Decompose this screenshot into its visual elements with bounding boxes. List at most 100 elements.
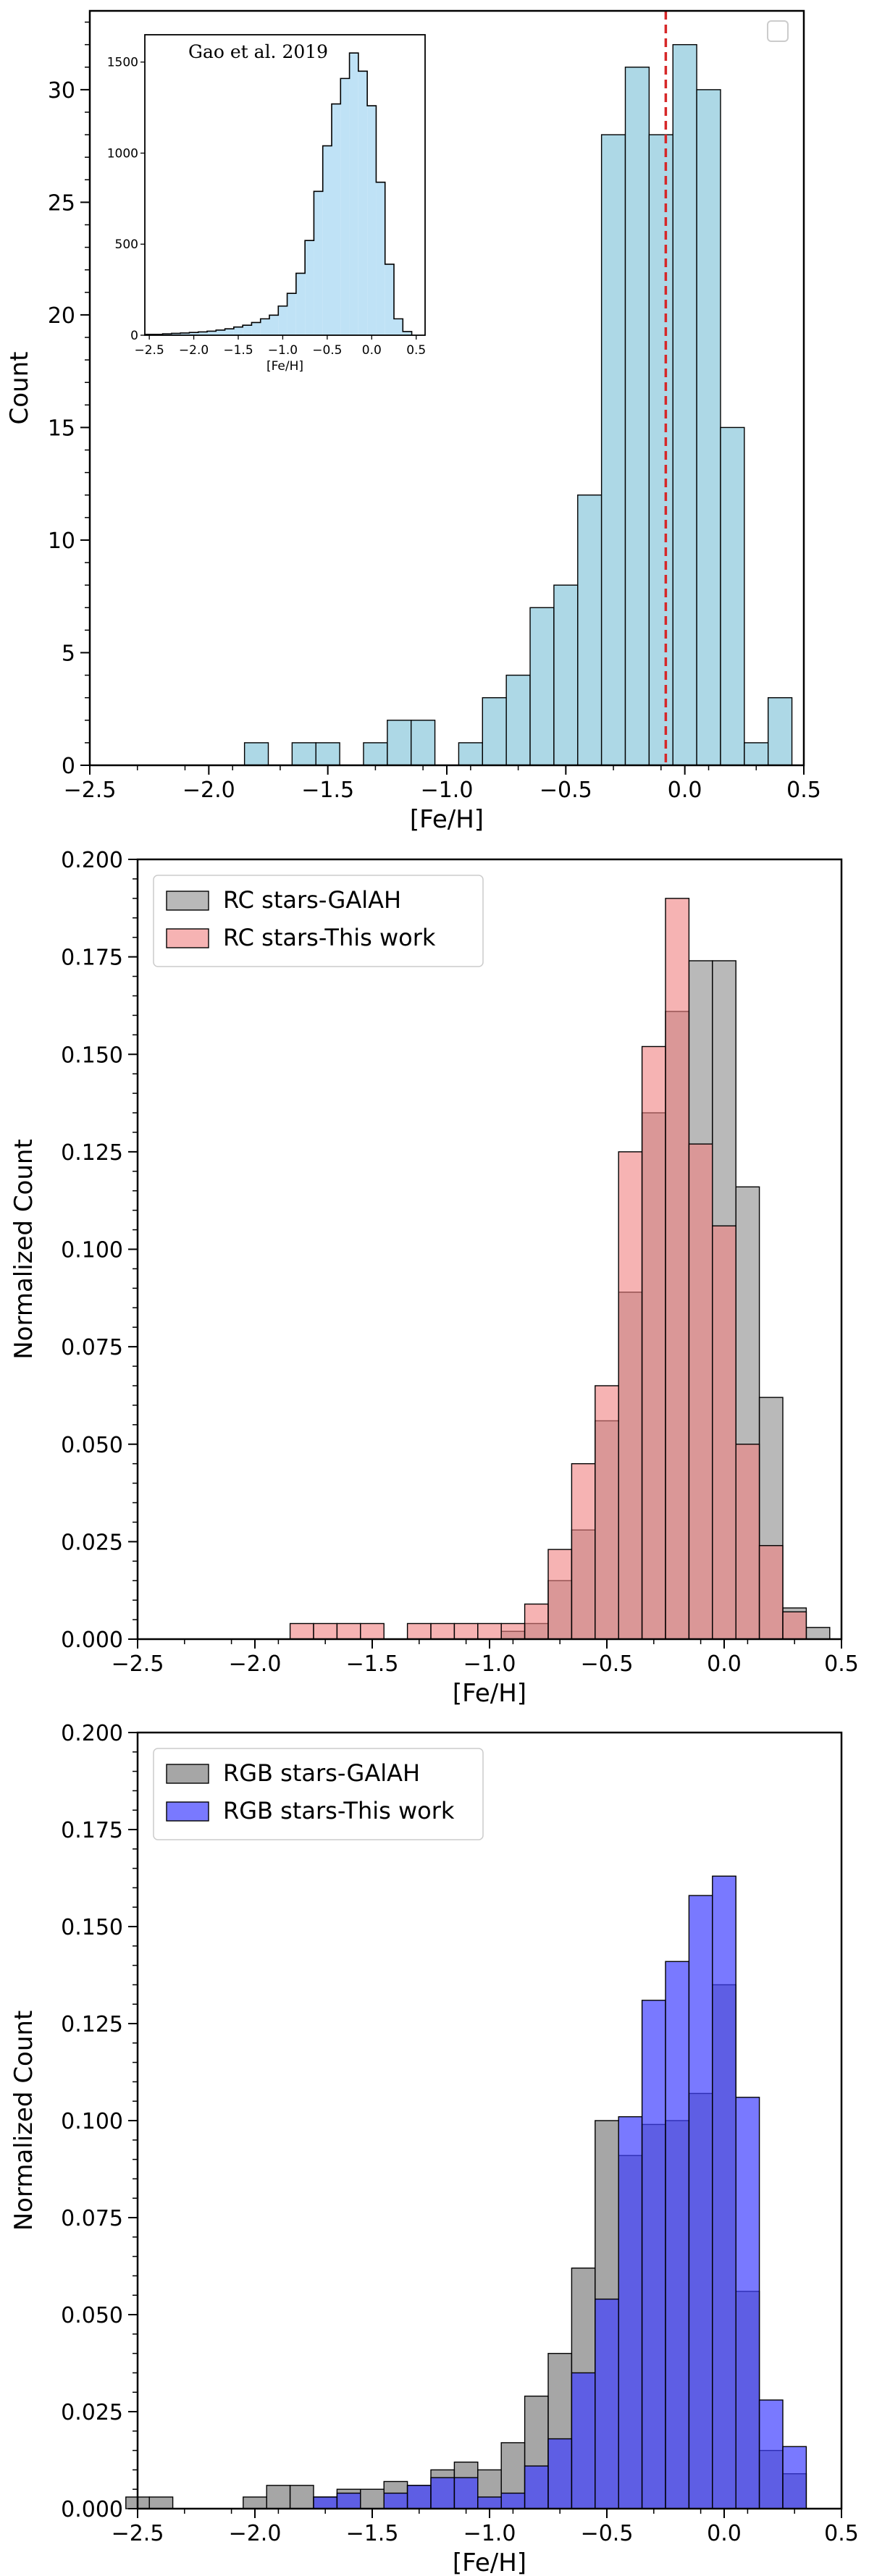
y-tick-label: 0.200 <box>61 848 123 873</box>
series-1-bar <box>735 1444 760 1640</box>
histogram-bar <box>411 720 436 766</box>
series-1-bar <box>336 2492 361 2509</box>
series-1-bar <box>782 2446 807 2509</box>
x-tick-label: −1.5 <box>346 2521 399 2546</box>
x-tick-label: 0.0 <box>707 2521 742 2546</box>
x-tick-label: 0.0 <box>707 1651 742 1677</box>
y-tick-label: 5 <box>62 641 75 666</box>
inset-x-tick-label: −1.5 <box>223 343 253 358</box>
inset-x-tick-label: 0.0 <box>362 343 382 358</box>
inset-bar <box>403 331 412 335</box>
series-1-bar <box>406 2485 432 2509</box>
series-1-bar <box>735 2097 760 2509</box>
inset-title: Gao et al. 2019 <box>188 41 328 62</box>
x-tick-label: −0.5 <box>581 2521 634 2546</box>
series-1-bar <box>618 1151 643 1640</box>
legend-box <box>153 875 484 967</box>
series-1-bar <box>665 1961 690 2509</box>
inset-bar <box>358 71 368 335</box>
legend-swatch <box>166 1801 209 1822</box>
inset-bar <box>260 319 269 335</box>
inset-x-tick-label: −2.0 <box>179 343 209 358</box>
y-tick-label: 0.150 <box>61 1915 123 1940</box>
series-1-bar <box>453 1622 479 1640</box>
x-tick-label: −1.0 <box>421 778 474 803</box>
inset-bar <box>180 332 190 335</box>
y-tick-label: 0.200 <box>61 1721 123 1746</box>
y-tick-label: 0.175 <box>61 946 123 971</box>
series-1-bar <box>477 2496 502 2509</box>
chart-1: −2.5 −2.0 −1.5 −1.0 −0.5 0.0 0.5 0.000 0.025 0.05… <box>9 848 859 1708</box>
legend-swatch <box>166 891 209 911</box>
x-tick-label: −0.5 <box>540 778 592 803</box>
legend-label: RC stars-GAlAH <box>223 886 401 914</box>
legend-label: RC stars-This work <box>223 924 436 951</box>
x-tick-label: −0.5 <box>581 1651 634 1677</box>
series-1-bar <box>430 2477 456 2509</box>
x-tick-label: −2.5 <box>112 1651 164 1677</box>
series-0-bar <box>360 2488 385 2509</box>
y-tick-label: 20 <box>48 303 75 329</box>
inset-bar <box>394 319 403 335</box>
y-tick-label: 0.050 <box>61 2303 123 2328</box>
y-tick-label: 0.100 <box>61 1238 123 1263</box>
inset-bar <box>367 106 377 335</box>
series-1-bar <box>383 2492 408 2509</box>
inset-y-tick-label: 500 <box>115 237 138 252</box>
inset-bar <box>269 315 279 335</box>
y-tick-label: 0.125 <box>61 1140 123 1166</box>
series-1-bar <box>712 1225 736 1640</box>
x-tick-label: −1.0 <box>463 1651 516 1677</box>
x-tick-label: −1.5 <box>346 1651 399 1677</box>
series-1-bar <box>665 898 690 1640</box>
y-tick-label: 0.175 <box>61 1818 123 1843</box>
inset-x-tick-label: −0.5 <box>312 343 342 358</box>
x-axis-label: [Fe/H] <box>410 805 484 834</box>
series-1-bar <box>430 1622 456 1640</box>
histogram-bar <box>744 742 769 766</box>
histogram-bar <box>600 134 626 766</box>
series-1-bar <box>571 1462 596 1640</box>
histogram-bar <box>363 742 388 766</box>
inset-bar <box>198 332 207 335</box>
y-tick-label: 0.000 <box>61 2497 123 2522</box>
inset-bar <box>349 53 358 335</box>
inset-bar <box>322 146 332 335</box>
y-tick-label: 0.150 <box>61 1043 123 1068</box>
legend-box <box>767 20 789 42</box>
inset-bar <box>243 325 252 335</box>
histogram-bar <box>458 742 484 766</box>
series-1-bar <box>595 1385 619 1640</box>
inset-x-tick-label: 0.5 <box>406 343 426 358</box>
inset-bar <box>278 306 287 335</box>
inset-y-tick-label: 1000 <box>107 146 138 161</box>
x-tick-label: 0.5 <box>786 778 821 803</box>
inset-bar <box>376 182 385 335</box>
y-axis-label: Normalized Count <box>9 1139 38 1360</box>
histogram-bar <box>767 696 793 766</box>
y-tick-label: 0.075 <box>61 1335 123 1360</box>
chart-0: −2.5 −2.0 −1.5 −1.0 −0.5 0.0 0.5 0 5 10 15 20 25 30 [F… <box>5 9 821 834</box>
legend-label: RGB stars-GAlAH <box>223 1759 420 1787</box>
inset-x-axis-label: [Fe/H] <box>266 359 303 374</box>
series-0-bar <box>266 2485 291 2509</box>
series-1-bar <box>688 1895 713 2509</box>
series-1-bar <box>641 2000 666 2509</box>
y-tick-label: 25 <box>48 190 75 216</box>
histogram-bar <box>577 494 603 766</box>
inset-bar <box>162 333 172 335</box>
inset-bar <box>287 293 296 335</box>
x-tick-label: −2.0 <box>229 1651 282 1677</box>
histogram-bar <box>291 742 316 766</box>
series-1-bar <box>618 2116 643 2509</box>
series-0-bar <box>805 1627 831 1640</box>
inset-chart: −2.5 −2.0 −1.5 −1.0 −0.5 0.0 0.5 0 500 1000 1500 [F… <box>107 34 426 374</box>
series-1-bar <box>313 2496 338 2509</box>
series-1-bar <box>313 1622 338 1640</box>
histogram-bar <box>672 43 697 766</box>
histogram-bar <box>387 720 412 766</box>
histogram-bar <box>624 67 650 766</box>
histogram-bar <box>315 742 340 766</box>
series-1-bar <box>758 2399 784 2509</box>
series-1-bar <box>360 1622 385 1640</box>
